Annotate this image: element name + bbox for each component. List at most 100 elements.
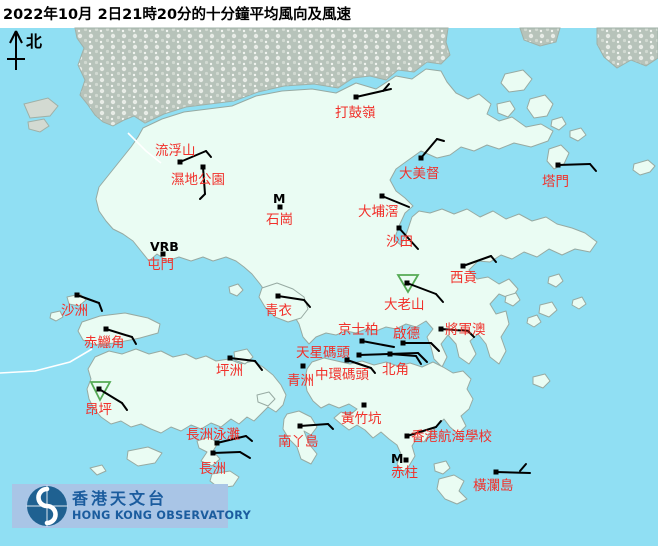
station-dot: [297, 423, 303, 429]
station-dot: [403, 457, 409, 463]
island-shek-kwu-chau: [209, 470, 240, 489]
wind-barb: [98, 388, 123, 404]
station-label: 沙田: [386, 234, 413, 250]
wind-barb: [202, 166, 206, 195]
station-label: 流浮山: [155, 143, 196, 159]
station-label: 大美督: [399, 166, 440, 182]
station-label: 濕地公園: [171, 172, 225, 188]
north-arrow: [7, 30, 25, 70]
summit-triangle: [396, 274, 420, 294]
wind-barb: [98, 302, 103, 312]
station-label: 青衣: [265, 303, 292, 319]
station-label: 中環碼頭: [315, 367, 369, 383]
station-dot: [361, 402, 367, 408]
wind-barb: [303, 299, 311, 308]
wind-barb: [229, 357, 256, 362]
station-dot: [460, 263, 466, 269]
station-label: 香港航海學校: [411, 428, 492, 445]
island-chek-lap-kok: [77, 312, 161, 346]
wind-barb: [370, 367, 376, 374]
station-label: 打鼓嶺: [335, 104, 376, 121]
station-label: 西貢: [450, 270, 477, 286]
station-dot: [300, 363, 306, 369]
summit-triangle: [89, 381, 112, 402]
station-dot: [493, 469, 499, 475]
wind-barb: [389, 353, 417, 357]
station-dot: [387, 351, 393, 357]
logo-name-en: HONG KONG OBSERVATORY: [72, 509, 252, 522]
station-dot: [379, 193, 385, 199]
station-dot: [275, 293, 281, 299]
island-soko-2: [89, 464, 107, 476]
wind-barb: [327, 423, 334, 430]
wind-barb: [239, 451, 251, 459]
land-hk-island: [304, 357, 474, 473]
station-label: 屯門: [147, 257, 174, 273]
wind-barb: [382, 83, 390, 92]
station-dot: [400, 340, 406, 346]
wind-barb: [179, 150, 207, 163]
wind-barb: [381, 195, 410, 208]
wind-barb: [254, 360, 263, 371]
station-label: 天星碼頭: [296, 345, 350, 361]
island-basalt: [532, 373, 551, 389]
island-sharp: [504, 292, 521, 307]
urban-shatoujiao: [519, 27, 561, 47]
wind-barb: [557, 163, 591, 166]
station-dot: [418, 155, 424, 161]
island-port-shelter-2: [547, 273, 564, 288]
wind-barb: [121, 402, 128, 411]
island-grass: [569, 127, 587, 142]
station-label: 昂坪: [85, 402, 112, 418]
island-po-toi: [436, 474, 468, 505]
wind-barb: [406, 426, 437, 437]
island-hei-ling-chau: [256, 391, 276, 407]
station-label: 赤鱲角: [84, 335, 125, 351]
station-label: 石崗: [266, 212, 293, 228]
station-label: 大老山: [384, 297, 425, 313]
station-marker: M: [273, 191, 285, 206]
wind-barb: [435, 420, 442, 428]
wind-barb: [519, 463, 527, 472]
wind-barb: [417, 352, 428, 363]
island-port-shelter-3: [526, 314, 542, 328]
station-label: 京士柏: [338, 322, 379, 338]
urban-yantian: [596, 27, 658, 69]
bridge-hzmb: [0, 348, 93, 374]
station-label: 長洲: [199, 461, 226, 477]
station-label: 大埔滘: [358, 204, 399, 220]
island-soko-1: [126, 446, 163, 467]
island-ma-wan: [228, 283, 244, 297]
logo-s-curve: [36, 486, 58, 526]
island-double-haven-4: [550, 116, 567, 131]
island-cheung-chau: [196, 436, 221, 467]
station-label: 赤柱: [391, 465, 418, 481]
mudflat-islet-1: [23, 97, 59, 119]
wind-barb: [436, 138, 445, 142]
wind-barb: [398, 227, 419, 250]
wind-barb: [462, 255, 492, 267]
station-dot: [74, 292, 80, 298]
station-marker: VRB: [150, 239, 179, 254]
station-dot: [160, 251, 166, 257]
island-beaufort: [433, 460, 451, 475]
island-sha-chau-2: [49, 310, 64, 322]
wind-barb: [406, 282, 437, 295]
bridges: [0, 132, 162, 374]
station-dot: [555, 162, 561, 168]
station-label: 啟德: [393, 326, 420, 342]
wind-barb: [467, 330, 475, 338]
wind-barb: [212, 451, 241, 454]
wind-barb: [245, 435, 253, 442]
land-new-territories: [95, 68, 598, 368]
station-label: 塔門: [542, 174, 569, 190]
station-label: 黃竹坑: [341, 411, 382, 427]
wind-barb: [589, 163, 597, 172]
station-dot: [344, 357, 350, 363]
station-label: 橫瀾島: [473, 478, 514, 494]
bridge-shenzhen-bay: [127, 132, 162, 164]
station-dot: [210, 450, 216, 456]
station-dot: [177, 159, 183, 165]
island-double-haven-2: [526, 94, 554, 119]
